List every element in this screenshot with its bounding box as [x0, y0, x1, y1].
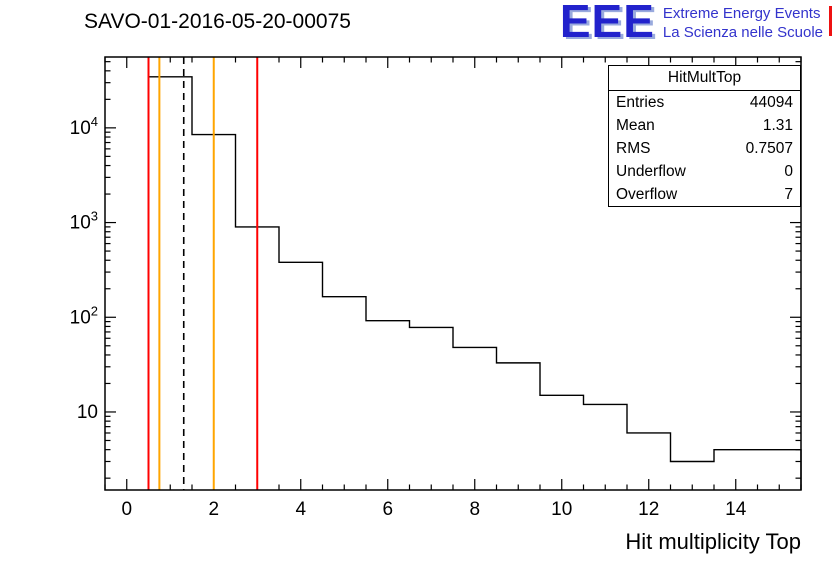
stats-row-entries: Entries 44094 [609, 91, 800, 114]
stats-value: 44094 [749, 94, 793, 111]
axis-tick-labels: 0 2 4 6 8 10 12 14 10 102 103 104 [70, 114, 747, 520]
x-tick-label: 14 [725, 499, 747, 520]
eee-logo-text: EEE [559, 0, 655, 47]
eee-logo-line1: Extreme Energy Events [662, 5, 821, 22]
stats-label: Mean [616, 117, 655, 134]
stats-row-mean: Mean 1.31 [609, 114, 800, 137]
stats-value: 7 [784, 186, 793, 203]
stats-label: Overflow [616, 186, 678, 203]
x-tick-label: 6 [382, 499, 393, 520]
y-tick-label: 103 [70, 209, 98, 234]
eee-logo-red-bar [829, 6, 832, 36]
marker-lines [147, 57, 259, 490]
eee-logo-captions: Extreme Energy Events La Scienza nelle S… [663, 5, 823, 43]
x-tick-label: 8 [469, 499, 480, 520]
plot-frame [104, 56, 802, 491]
stats-row-underflow: Underflow 0 [609, 160, 800, 183]
page-title: SAVO-01-2016-05-20-00075 [84, 10, 351, 33]
stats-box-title: HitMultTop [609, 66, 800, 91]
stats-box: HitMultTop Entries 44094 Mean 1.31 RMS 0.7507… [608, 65, 801, 207]
stats-box-rows: Entries 44094 Mean 1.31 RMS 0.7507 Underflow 0 O… [609, 91, 800, 206]
histogram-line [147, 76, 802, 490]
x-tick-label: 0 [121, 499, 132, 520]
eee-logo-line2: La Scienza nelle Scuole [662, 23, 823, 41]
y-tick-label: 104 [70, 114, 98, 139]
stats-label: RMS [616, 140, 651, 157]
x-tick-label: 2 [208, 499, 219, 520]
stats-value: 0 [784, 163, 793, 180]
y-tick-label: 10 [77, 402, 98, 423]
eee-logo: EEE Extreme Energy Events La Scienza nel… [559, 0, 832, 47]
stats-row-rms: RMS 0.7507 [609, 137, 800, 160]
stats-value: 0.7507 [745, 140, 793, 157]
stats-label: Entries [616, 94, 665, 111]
x-axis-label: Hit multiplicity Top [625, 529, 801, 554]
stats-label: Underflow [616, 163, 686, 180]
x-tick-label: 4 [295, 499, 306, 520]
x-tick-label: 10 [551, 499, 572, 520]
x-tick-label: 12 [638, 499, 659, 520]
y-tick-label: 102 [70, 303, 98, 328]
stats-row-overflow: Overflow 7 [609, 183, 800, 206]
stats-value: 1.31 [762, 117, 793, 134]
